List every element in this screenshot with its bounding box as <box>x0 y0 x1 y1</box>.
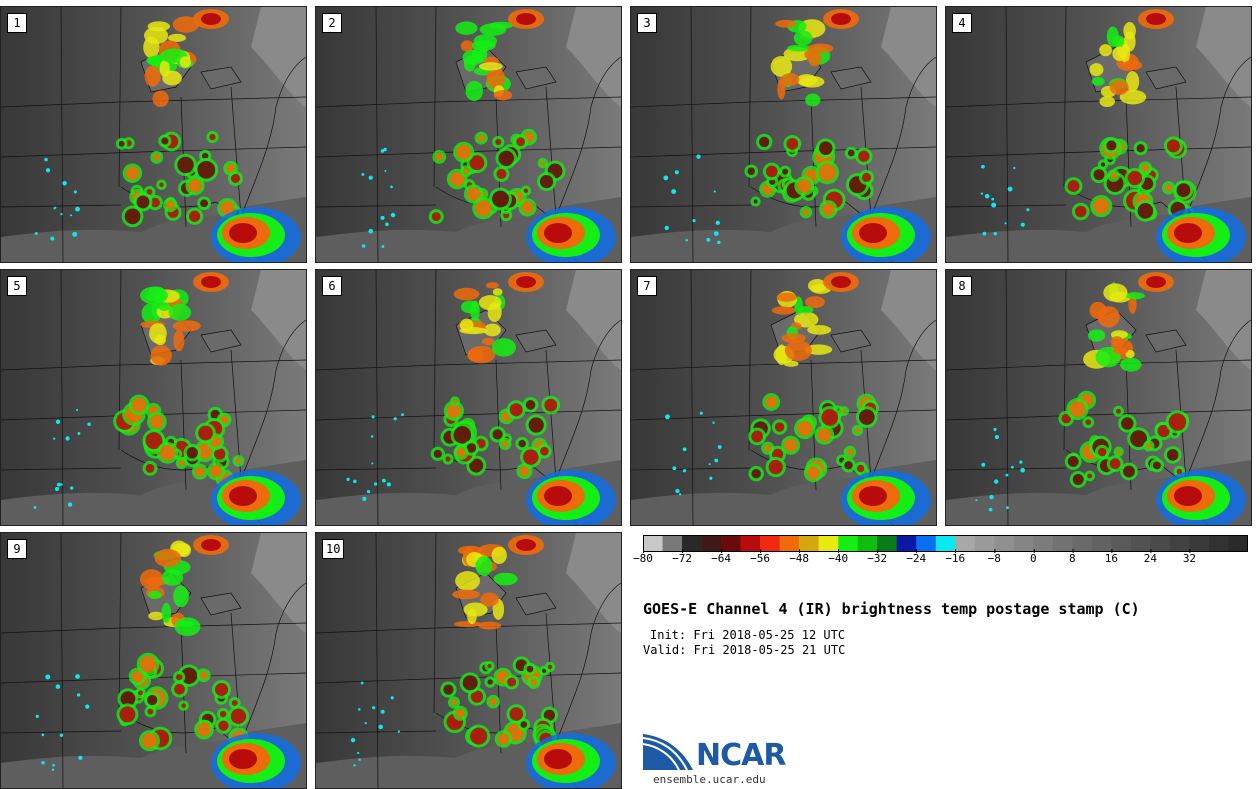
colorbar-swatch <box>701 535 722 552</box>
satellite-image <box>1 7 306 262</box>
colorbar-swatch <box>799 535 819 552</box>
satellite-image <box>946 7 1251 262</box>
postage-stamp-panel: 10 <box>315 532 622 789</box>
colorbar-tick-label: 24 <box>1143 549 1158 565</box>
satellite-image <box>316 270 621 525</box>
colorbar-swatch <box>1189 535 1210 552</box>
colorbar-swatch <box>818 535 839 552</box>
colorbar-tick-label: −40 <box>828 549 849 565</box>
panel-label: 2 <box>322 13 342 33</box>
colorbar-swatch <box>1208 535 1229 552</box>
colorbar-swatch <box>1111 535 1132 552</box>
colorbar-swatch <box>779 535 800 552</box>
colorbar-swatch <box>1169 535 1190 552</box>
colorbar-swatch <box>760 535 780 552</box>
colorbar-swatch <box>643 535 663 552</box>
colorbar-swatch <box>721 535 741 552</box>
postage-stamp-panel: 6 <box>315 269 622 526</box>
colorbar-swatch <box>877 535 898 552</box>
colorbar-swatch <box>1052 535 1073 552</box>
colorbar-swatch <box>1072 535 1093 552</box>
colorbar-tick-label: −32 <box>867 549 888 565</box>
colorbar-ticks: −80 −72 −64 −56 −48 −40 −32 −24 −16 −8 0 8 16 24 32 <box>633 549 1253 572</box>
colorbar-swatch <box>1228 535 1248 552</box>
colorbar-swatch <box>662 535 683 552</box>
init-time: Init: Fri 2018-05-25 12 UTC <box>650 628 846 642</box>
colorbar-tick-label: −72 <box>672 549 692 565</box>
valid-time: Valid: Fri 2018-05-25 21 UTC <box>643 643 846 657</box>
postage-stamp-panel: 2 <box>315 6 622 263</box>
satellite-image <box>631 7 936 262</box>
panel-label: 8 <box>952 276 972 296</box>
colorbar-frame <box>643 535 1248 552</box>
postage-stamp-panel: 3 <box>630 6 937 263</box>
colorbar-swatch <box>1091 535 1112 552</box>
panel-label: 10 <box>322 539 345 559</box>
satellite-image <box>946 270 1251 525</box>
colorbar-swatch <box>935 535 956 552</box>
colorbar-tick-label: −80 <box>633 549 653 565</box>
postage-stamp-panel: 1 <box>0 6 307 263</box>
ncar-logo-text: NCAR <box>696 738 786 773</box>
colorbar-swatch <box>740 535 761 552</box>
postage-stamp-panel: 4 <box>945 6 1252 263</box>
colorbar-swatch <box>682 535 702 552</box>
colorbar-tick-label: −48 <box>789 549 810 565</box>
colorbar-swatch <box>955 535 976 552</box>
colorbar-swatch <box>1013 535 1034 552</box>
satellite-image <box>316 7 621 262</box>
colorbar-tick-label: 32 <box>1182 549 1197 565</box>
colorbar-swatch <box>896 535 917 552</box>
panel-label: 4 <box>952 13 972 33</box>
postage-stamp-panel: 9 <box>0 532 307 789</box>
colorbar-tick-label: 16 <box>1104 549 1118 565</box>
logo-url: ensemble.ucar.edu <box>653 773 766 786</box>
ncar-logo-icon <box>643 734 693 771</box>
panel-label: 9 <box>7 539 27 559</box>
satellite-image <box>631 270 936 525</box>
panel-label: 3 <box>637 13 657 33</box>
satellite-image <box>1 533 306 788</box>
colorbar-swatch <box>1033 535 1054 552</box>
postage-stamp-panel: 8 <box>945 269 1252 526</box>
colorbar-tick-label: −64 <box>711 549 731 565</box>
colorbar-swatch <box>994 535 1015 552</box>
colorbar-tick-label: −16 <box>945 549 966 565</box>
colorbar-swatch <box>1150 535 1171 552</box>
postage-stamp-panel: 7 <box>630 269 937 526</box>
colorbar-tick-label: 8 <box>1069 549 1076 565</box>
colorbar-tick-label: −24 <box>906 549 927 565</box>
colorbar-swatch <box>857 535 878 552</box>
colorbar-tick-label: 0 <box>1030 549 1037 565</box>
panel-label: 7 <box>637 276 657 296</box>
panel-label: 6 <box>322 276 342 296</box>
colorbar-swatch <box>838 535 858 552</box>
satellite-image <box>316 533 621 788</box>
panel-label: 1 <box>7 13 27 33</box>
colorbar <box>643 535 1248 552</box>
panel-label: 5 <box>7 276 27 296</box>
postage-stamp-panel: 5 <box>0 269 307 526</box>
colorbar-tick-label: −56 <box>750 549 771 565</box>
colorbar-swatch <box>1130 535 1151 552</box>
colorbar-swatch <box>974 535 995 552</box>
colorbar-swatch <box>916 535 937 552</box>
colorbar-tick-label: −8 <box>987 549 1001 565</box>
satellite-image <box>1 270 306 525</box>
figure-title: GOES-E Channel 4 (IR) brightness temp po… <box>643 600 1140 618</box>
